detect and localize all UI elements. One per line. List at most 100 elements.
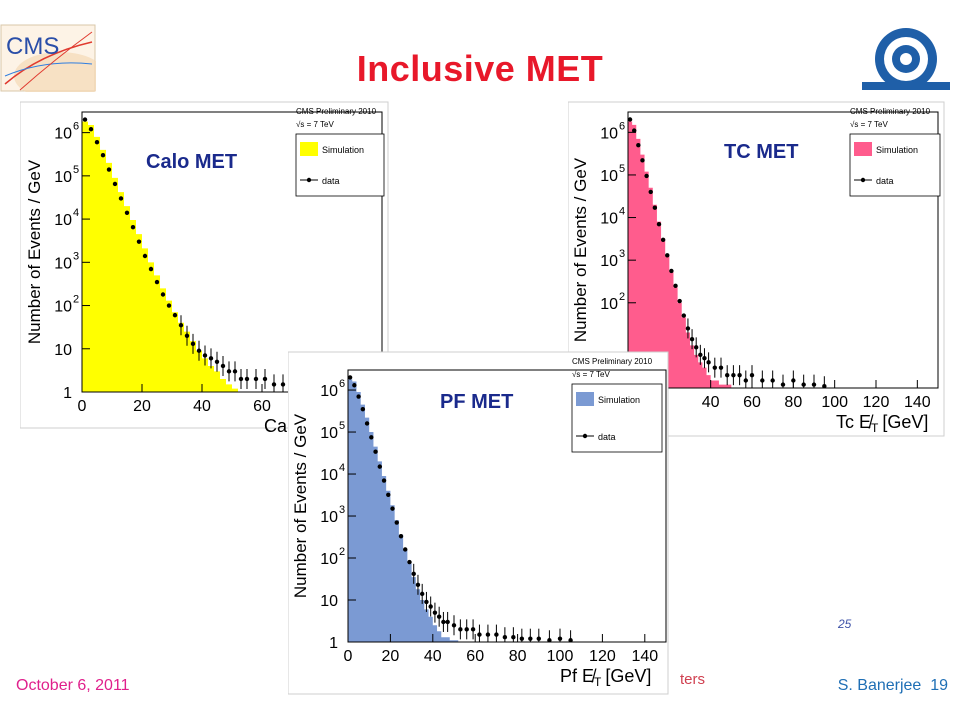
y-tick-exponent: 4 [619, 206, 625, 218]
data-point [660, 237, 666, 243]
y-tick-label: 10 [600, 168, 618, 185]
legend-header: CMS Preliminary 2010 [572, 357, 653, 366]
data-point [364, 421, 370, 426]
data-point [271, 382, 277, 387]
data-point [801, 382, 806, 387]
x-tick-label: 80 [509, 648, 527, 665]
x-tick-label: 60 [743, 394, 761, 411]
data-point [536, 636, 541, 641]
data-point [253, 376, 259, 382]
side-number: 25 [838, 617, 852, 631]
chart-title-label: Calo MET [146, 151, 237, 173]
data-point [136, 239, 142, 244]
data-point [780, 382, 786, 387]
y-tick-exponent: 5 [73, 164, 79, 176]
data-point [369, 435, 374, 440]
data-point [760, 378, 765, 383]
data-point [640, 158, 645, 163]
data-point [94, 140, 100, 145]
data-point [377, 464, 382, 469]
data-point [519, 636, 525, 641]
legend-energy: √s = 7 TeV [850, 120, 888, 129]
data-point [731, 372, 736, 378]
data-point [673, 283, 678, 289]
legend-energy: √s = 7 TeV [572, 370, 610, 379]
y-tick-label: 10 [600, 125, 618, 142]
x-axis-label: Tc E̸T [GeV] [836, 412, 928, 435]
y-tick-label: 10 [54, 255, 72, 272]
y-tick-label: 10 [54, 169, 72, 186]
data-point [411, 571, 416, 577]
data-point [280, 382, 286, 387]
y-tick-label: 10 [54, 299, 72, 316]
plot-axes [347, 369, 667, 643]
data-point [432, 610, 438, 615]
data-point [470, 627, 476, 632]
y-tick-exponent: 2 [619, 291, 625, 303]
data-point [232, 369, 238, 374]
y-tick-label: 10 [600, 296, 618, 313]
footer-date: October 6, 2011 [16, 677, 130, 694]
data-point [458, 627, 463, 632]
legend-energy: √s = 7 TeV [296, 120, 334, 129]
plot-axes [81, 111, 383, 393]
data-point [436, 614, 442, 619]
data-point [706, 360, 711, 365]
data-point [665, 253, 670, 258]
data-point [238, 376, 244, 382]
legend-header: CMS Preliminary 2010 [850, 107, 931, 116]
data-point [190, 341, 196, 347]
y-tick-exponent: 6 [619, 120, 625, 132]
data-point [148, 266, 154, 272]
y-tick-label: 10 [600, 253, 618, 270]
footer-page-number: 19 [930, 677, 948, 694]
chart-title-label: TC MET [724, 141, 798, 163]
data-point [407, 559, 412, 565]
legend-data-marker [860, 177, 866, 183]
y-tick-label: 10 [600, 211, 618, 228]
data-point [202, 353, 208, 358]
data-point [698, 352, 703, 358]
data-point [811, 382, 817, 387]
legend-simulation-label: Simulation [876, 145, 918, 155]
chart-title-label: PF MET [440, 391, 513, 413]
x-axis-label: Pf E̸T [GeV] [560, 666, 651, 689]
y-tick-exponent: 3 [73, 250, 79, 262]
x-tick-label: 120 [589, 648, 616, 665]
legend-header: CMS Preliminary 2010 [296, 107, 377, 116]
simulation-histogram [82, 121, 250, 392]
data-point [88, 127, 94, 132]
legend-simulation-label: Simulation [322, 145, 364, 155]
y-tick-exponent: 6 [73, 121, 79, 133]
data-point [166, 303, 172, 308]
y-tick-exponent: 4 [73, 207, 79, 219]
x-tick-label: 0 [344, 648, 353, 665]
y-tick-label: 10 [320, 551, 338, 568]
x-axis-label-subscript: T [871, 421, 879, 435]
institute-seal [858, 26, 954, 92]
data-point [214, 359, 220, 364]
legend-data-marker [582, 433, 588, 439]
x-tick-label: 100 [547, 648, 574, 665]
data-point [356, 394, 361, 399]
data-point [244, 376, 250, 382]
data-point [403, 547, 408, 552]
data-point [172, 312, 178, 318]
x-tick-label: 60 [253, 398, 271, 415]
x-tick-label: 0 [78, 398, 87, 415]
data-point [743, 378, 748, 383]
data-point [352, 383, 357, 388]
data-point [648, 189, 653, 195]
y-axis-label: Number of Events / GeV [25, 159, 44, 344]
y-tick-label: 10 [54, 212, 72, 229]
simulation-histogram [628, 121, 736, 389]
data-point [415, 582, 421, 588]
data-point [627, 117, 633, 122]
y-tick-exponent: 5 [339, 420, 345, 432]
legend-simulation-swatch [576, 392, 594, 406]
y-tick-label: 10 [320, 593, 338, 610]
data-point [130, 224, 136, 230]
y-tick-label: 1 [329, 635, 338, 652]
data-point [124, 210, 130, 215]
x-tick-label: 140 [631, 648, 658, 665]
